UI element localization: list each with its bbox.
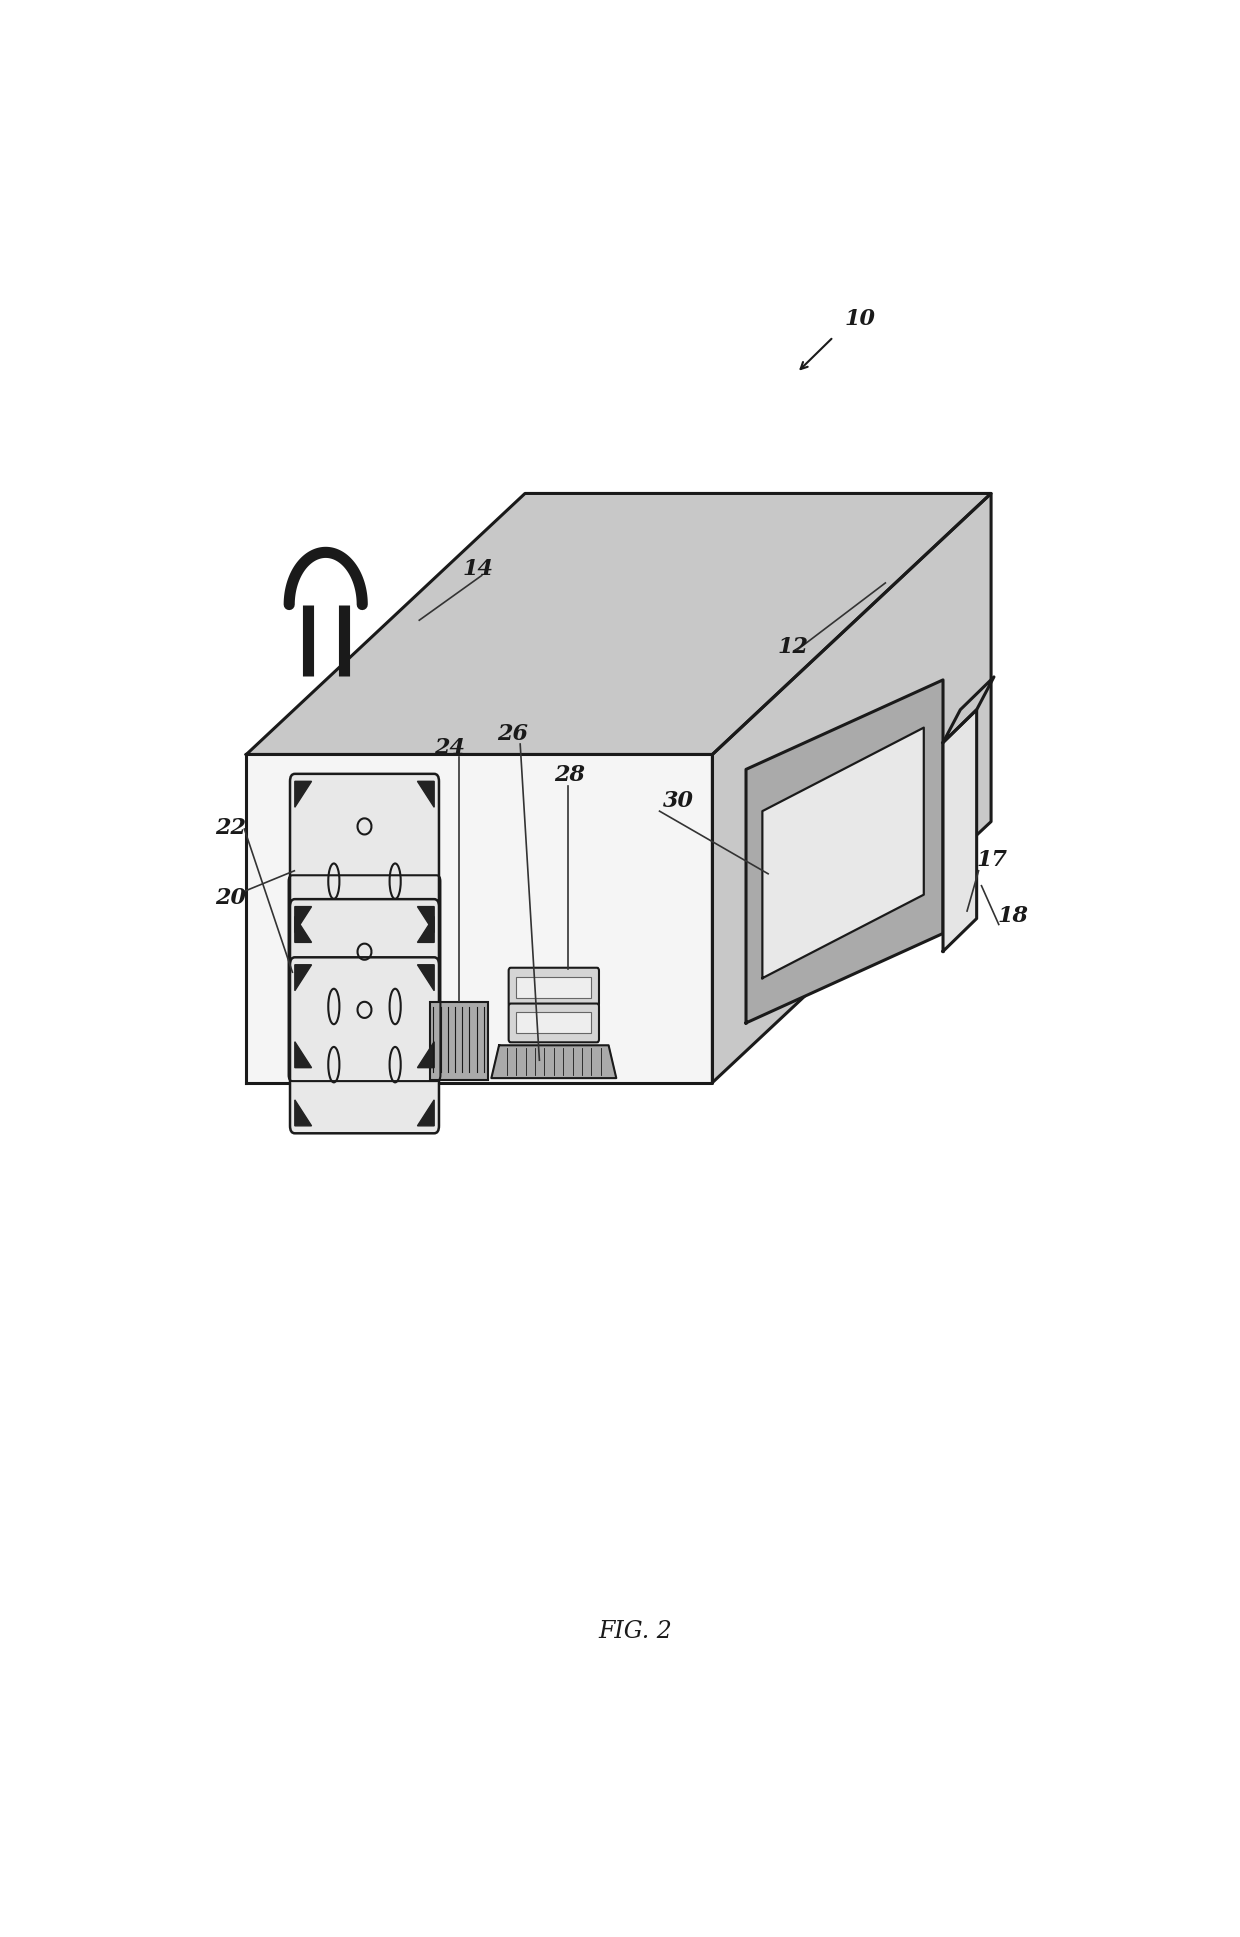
Polygon shape	[295, 1100, 311, 1125]
Polygon shape	[247, 494, 991, 753]
FancyBboxPatch shape	[290, 775, 439, 949]
FancyBboxPatch shape	[508, 1003, 599, 1042]
Polygon shape	[418, 907, 434, 932]
Polygon shape	[418, 916, 434, 943]
Polygon shape	[295, 1042, 311, 1067]
Polygon shape	[295, 781, 311, 808]
Text: 17: 17	[977, 848, 1008, 872]
Text: 10: 10	[844, 308, 875, 329]
Text: 24: 24	[434, 738, 465, 759]
Text: 28: 28	[554, 765, 585, 786]
Text: 22: 22	[216, 817, 247, 839]
Polygon shape	[418, 1100, 434, 1125]
Polygon shape	[712, 494, 991, 1083]
FancyBboxPatch shape	[290, 899, 439, 1075]
FancyBboxPatch shape	[508, 968, 599, 1007]
Text: 30: 30	[662, 790, 693, 812]
Bar	[430, 1001, 487, 1079]
Text: 12: 12	[777, 635, 808, 659]
Bar	[516, 1013, 591, 1032]
Polygon shape	[942, 676, 994, 742]
Polygon shape	[418, 1042, 434, 1067]
Polygon shape	[418, 965, 434, 990]
Polygon shape	[295, 916, 311, 943]
Text: 26: 26	[497, 723, 528, 744]
Polygon shape	[247, 753, 712, 1083]
Polygon shape	[418, 781, 434, 808]
Text: 14: 14	[463, 558, 494, 581]
Polygon shape	[491, 1046, 616, 1079]
Text: 20: 20	[216, 887, 247, 908]
Bar	[516, 976, 591, 998]
Polygon shape	[942, 709, 977, 951]
Text: 18: 18	[998, 905, 1029, 926]
FancyBboxPatch shape	[290, 957, 439, 1133]
Polygon shape	[746, 680, 942, 1023]
Polygon shape	[763, 728, 924, 978]
Text: FIG. 2: FIG. 2	[599, 1619, 672, 1643]
Polygon shape	[295, 907, 311, 932]
Polygon shape	[295, 965, 311, 990]
